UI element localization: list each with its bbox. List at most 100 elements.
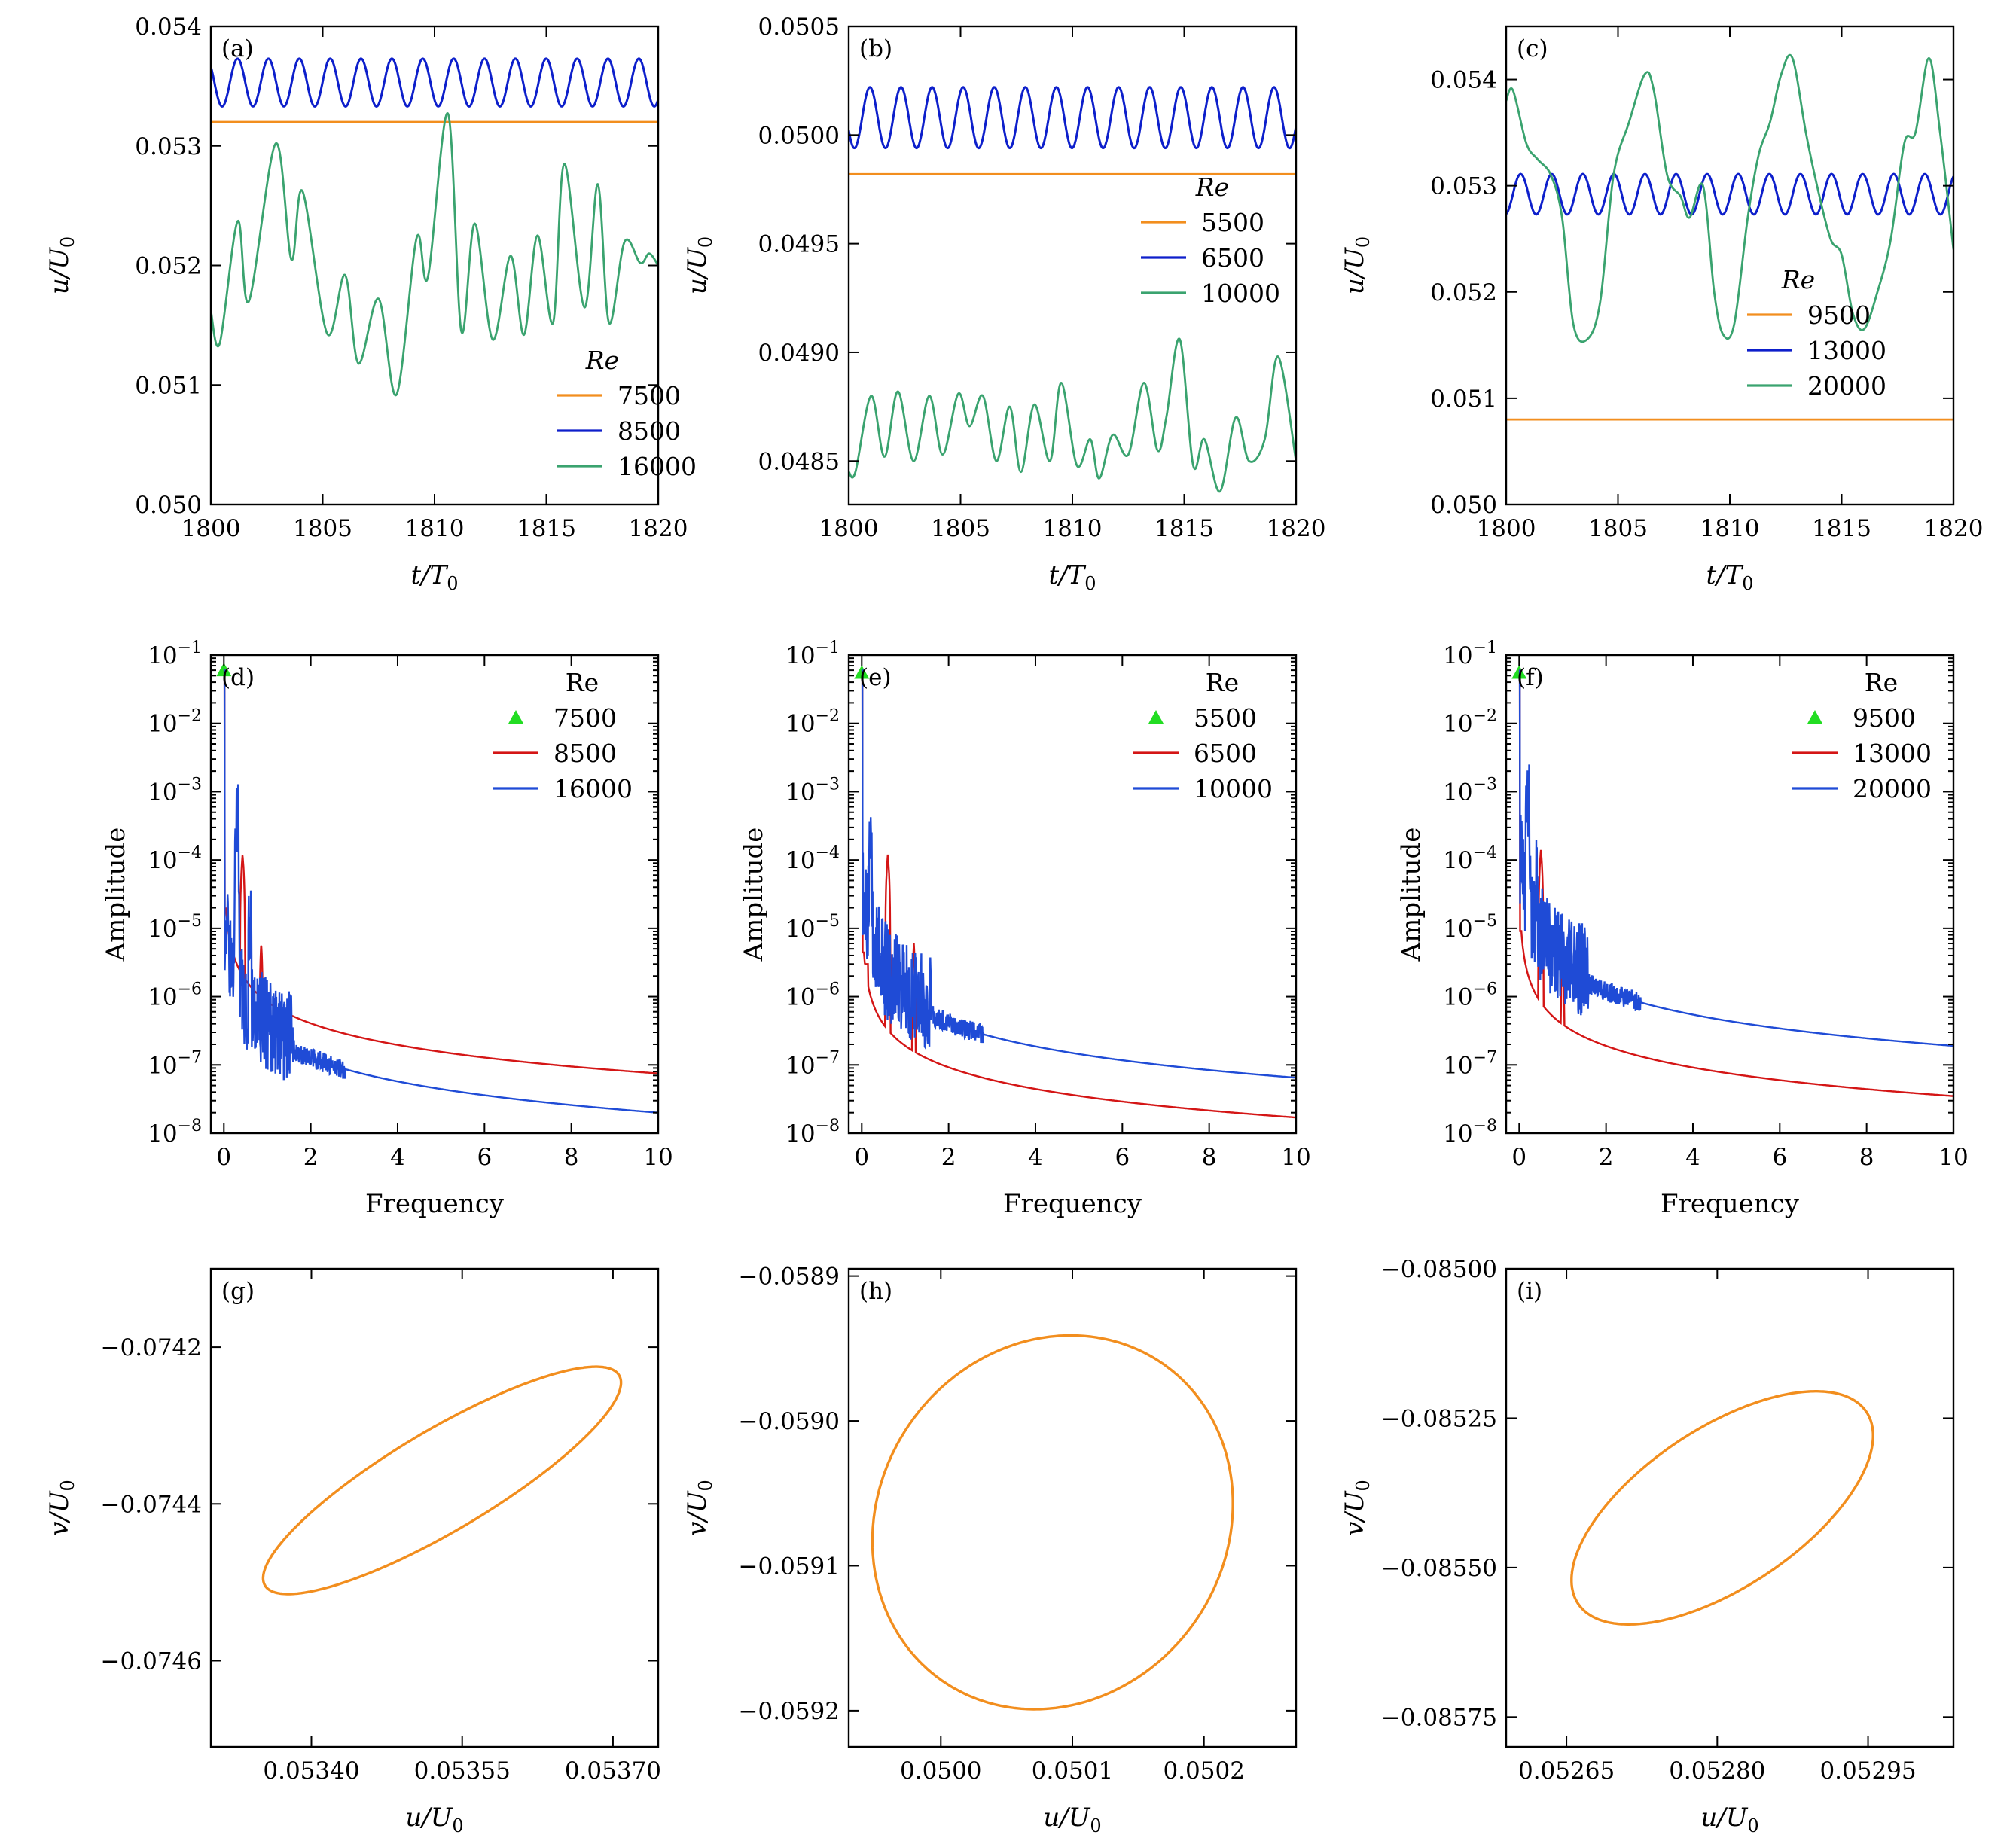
y-tick-label: 10−4 bbox=[1443, 843, 1497, 874]
x-tick-label: 0.0502 bbox=[1163, 1757, 1244, 1785]
legend: Re 5500 6500 10000 bbox=[1141, 172, 1280, 308]
legend-entry-8500: 8500 bbox=[554, 739, 617, 768]
axes-frame bbox=[209, 654, 660, 1135]
y-tick-label: 10−3 bbox=[1443, 775, 1497, 806]
y-tick-label: 10−6 bbox=[785, 980, 840, 1011]
y-tick-label: 0.054 bbox=[1430, 67, 1497, 94]
y-tick-label: 10−6 bbox=[1443, 980, 1497, 1011]
panel-i: 0.05265 0.05280 0.05295 −0.08500 −0.08525 −0.… bbox=[1340, 1256, 1955, 1836]
axes-frame bbox=[209, 1267, 660, 1748]
legend-entry-5500: 5500 bbox=[1194, 703, 1257, 733]
y-tick-label: −0.0746 bbox=[101, 1647, 202, 1675]
x-tick-label: 1805 bbox=[293, 515, 352, 542]
y-tick-label: 0.0495 bbox=[758, 231, 840, 258]
y-axis-label: u/U0 bbox=[44, 236, 78, 294]
y-tick-label: 10−4 bbox=[785, 843, 840, 874]
panel-d: 0 2 4 6 8 10 10−8 10−7 10−6 10−5 10−4 10−3 10−2 10−1 F… bbox=[101, 639, 673, 1219]
series-8500-line bbox=[211, 57, 658, 108]
legend-entry-10000: 10000 bbox=[1194, 774, 1273, 803]
y-tick-label: 0.052 bbox=[135, 253, 202, 280]
x-tick-label: 0.05280 bbox=[1669, 1757, 1765, 1785]
legend-entry-7500: 7500 bbox=[554, 703, 617, 733]
x-axis-label: t/T0 bbox=[410, 560, 458, 594]
y-tick-label: 10−1 bbox=[785, 639, 840, 669]
x-tick-label: 1810 bbox=[405, 515, 465, 542]
panel-label: (i) bbox=[1517, 1278, 1542, 1305]
panel-label: (b) bbox=[859, 35, 892, 62]
legend-entry-9500: 9500 bbox=[1807, 300, 1871, 330]
x-tick-label: 0.0501 bbox=[1032, 1757, 1113, 1785]
x-axis-label: t/T0 bbox=[1706, 560, 1753, 594]
x-tick-label: 8 bbox=[1859, 1144, 1874, 1171]
panel-label: (a) bbox=[221, 35, 254, 62]
x-tick-label: 10 bbox=[1281, 1144, 1310, 1171]
legend-title: Re bbox=[566, 668, 599, 697]
panel-label: (d) bbox=[221, 664, 255, 691]
y-tick-label: −0.0589 bbox=[739, 1263, 840, 1291]
panel-label: (g) bbox=[221, 1278, 255, 1305]
y-tick-label: 10−2 bbox=[785, 707, 840, 738]
y-tick-label: −0.0591 bbox=[739, 1553, 840, 1580]
y-tick-label: 10−7 bbox=[148, 1048, 202, 1079]
x-tick-label: 10 bbox=[643, 1144, 673, 1171]
x-tick-label: 1805 bbox=[931, 515, 990, 542]
x-tick-label: 0.05340 bbox=[263, 1757, 359, 1785]
y-tick-label: 0.054 bbox=[135, 14, 202, 41]
legend-entry-20000: 20000 bbox=[1853, 774, 1932, 803]
x-tick-label: 1800 bbox=[181, 515, 241, 542]
legend: Re 9500 13000 20000 bbox=[1792, 668, 1932, 803]
legend-entry-6500: 6500 bbox=[1201, 243, 1264, 273]
y-axis-label: v/U0 bbox=[682, 1480, 716, 1536]
axes-frame bbox=[1505, 25, 1955, 506]
x-tick-label: 0.05355 bbox=[414, 1757, 511, 1785]
panel-label: (f) bbox=[1517, 664, 1544, 691]
axes-frame bbox=[1505, 654, 1955, 1135]
legend-entry-10000: 10000 bbox=[1201, 279, 1280, 308]
y-tick-label: 0.050 bbox=[1430, 492, 1497, 519]
x-tick-label: 0.05370 bbox=[565, 1757, 661, 1785]
x-tick-label: 0.05295 bbox=[1819, 1757, 1916, 1785]
legend-marker-9500 bbox=[1807, 710, 1822, 724]
y-tick-label: 10−2 bbox=[1443, 707, 1497, 738]
legend: Re 7500 8500 16000 bbox=[493, 668, 633, 803]
series-10000-line bbox=[861, 669, 1296, 1079]
y-tick-label: 10−3 bbox=[785, 775, 840, 806]
x-tick-label: 4 bbox=[1028, 1144, 1043, 1171]
legend: Re 9500 13000 20000 bbox=[1747, 265, 1886, 401]
y-tick-label: −0.08575 bbox=[1381, 1704, 1497, 1731]
y-tick-label: 0.051 bbox=[1430, 386, 1497, 413]
y-tick-label: 10−4 bbox=[148, 843, 202, 874]
y-tick-label: 10−5 bbox=[148, 912, 202, 943]
y-tick-label: 10−5 bbox=[1443, 912, 1497, 943]
plot-area bbox=[1506, 53, 1953, 421]
y-tick-label: 0.052 bbox=[1430, 279, 1497, 306]
x-tick-label: 1800 bbox=[1477, 515, 1536, 542]
legend-title: Re bbox=[1206, 668, 1239, 697]
y-tick-label: −0.0592 bbox=[739, 1698, 840, 1725]
legend-entry-5500: 5500 bbox=[1201, 208, 1264, 237]
x-tick-label: 10 bbox=[1938, 1144, 1968, 1171]
x-tick-label: 1820 bbox=[1267, 515, 1326, 542]
series-16000-line bbox=[223, 669, 658, 1114]
panel-c: 1800 1805 1810 1815 1820 0.050 0.051 0.052 0.053… bbox=[1340, 25, 1983, 594]
plot-area bbox=[1570, 1390, 1874, 1626]
y-tick-label: 10−8 bbox=[1443, 1117, 1497, 1148]
series-13000-line bbox=[1506, 172, 1953, 216]
y-tick-label: −0.0742 bbox=[101, 1334, 202, 1361]
panel-label: (e) bbox=[859, 664, 892, 691]
y-tick-label: 10−8 bbox=[785, 1117, 840, 1148]
y-tick-label: 0.0485 bbox=[758, 448, 840, 475]
x-tick-label: 1810 bbox=[1043, 515, 1103, 542]
panel-label: (h) bbox=[859, 1278, 892, 1305]
legend-marker-5500 bbox=[1148, 710, 1164, 724]
legend-entry-9500: 9500 bbox=[1853, 703, 1916, 733]
series-6500-line bbox=[861, 669, 1296, 1119]
series-13000-line bbox=[1518, 669, 1953, 1097]
panel-b: 1800 1805 1810 1815 1820 0.0485 0.0490 0.0495 0.… bbox=[682, 14, 1325, 594]
legend-entry-7500: 7500 bbox=[618, 381, 681, 410]
y-tick-label: 10−6 bbox=[148, 980, 202, 1011]
x-tick-label: 0 bbox=[216, 1144, 231, 1171]
y-tick-label: −0.08525 bbox=[1381, 1405, 1497, 1432]
y-tick-label: 10−7 bbox=[785, 1048, 840, 1079]
